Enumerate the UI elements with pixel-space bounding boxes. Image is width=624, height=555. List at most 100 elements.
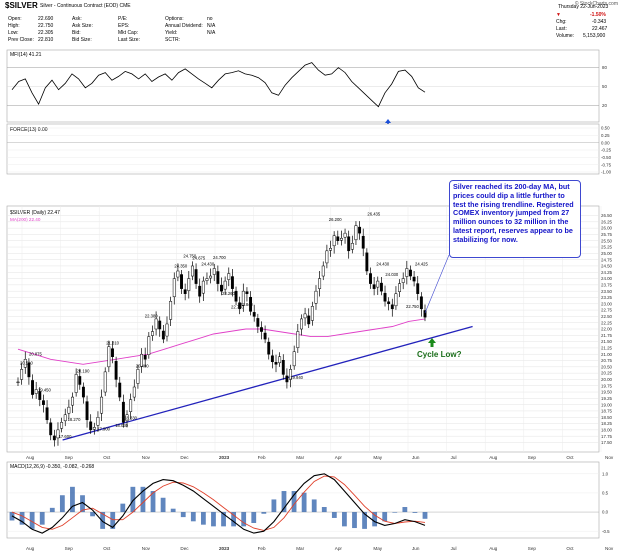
price-tick-label: 20.00 bbox=[601, 377, 613, 382]
price-tick-label: 19.75 bbox=[601, 383, 613, 388]
price-level-label: 24.430 bbox=[201, 262, 214, 267]
price-tick-label: 25.75 bbox=[601, 232, 613, 237]
price-bar-body bbox=[212, 268, 216, 275]
price-bar-body bbox=[252, 312, 256, 317]
chg-value: -0.343 bbox=[592, 19, 607, 25]
price-bar-body bbox=[100, 396, 104, 414]
price-bar-body bbox=[85, 401, 89, 421]
price-bar-body bbox=[321, 265, 325, 277]
price-level-label: 24.030 bbox=[385, 272, 398, 277]
price-tick-label: 26.50 bbox=[601, 213, 613, 218]
price-bar-body bbox=[78, 376, 82, 385]
stat-dividend-value: N/A bbox=[207, 23, 216, 29]
macd-histogram-bar bbox=[362, 512, 367, 529]
mfi-line bbox=[11, 62, 426, 108]
macd-line bbox=[11, 473, 426, 534]
price-bar-body bbox=[143, 354, 147, 360]
macd-tick-label: -0.5 bbox=[602, 529, 610, 534]
price-level-label: 26.200 bbox=[329, 217, 342, 222]
stat-ask-size-label: Ask Size: bbox=[72, 23, 93, 29]
mfi-tick-label: 80 bbox=[602, 65, 607, 70]
force-grid: 0.50 0.25 0.00 -0.25 -0.50 -0.75 -1.00 bbox=[7, 126, 612, 175]
price-bar-body bbox=[405, 268, 409, 277]
x-axis-label: Mar bbox=[296, 455, 304, 460]
macd-signal-line bbox=[11, 475, 426, 531]
macd-histogram-bar bbox=[140, 486, 146, 513]
price-bar-body bbox=[121, 401, 125, 423]
x-axis-label: May bbox=[373, 455, 382, 460]
x-axis-label: May bbox=[373, 546, 382, 551]
green-arrow-icon bbox=[428, 338, 436, 347]
price-bar-body bbox=[169, 301, 173, 320]
price-tick-label: 22.50 bbox=[601, 314, 613, 319]
ticker-symbol: $SILVER bbox=[5, 1, 38, 10]
macd-histogram-bar bbox=[170, 508, 176, 513]
x-axis-label: Oct bbox=[566, 455, 574, 460]
price-bar-body bbox=[365, 252, 369, 272]
price-bar-body bbox=[56, 429, 60, 439]
price-bar-body bbox=[16, 381, 20, 384]
stat-high-value: 22.750 bbox=[38, 23, 54, 29]
macd-histogram-bar bbox=[291, 491, 297, 513]
price-bar-body bbox=[230, 276, 234, 289]
price-bar-body bbox=[423, 310, 427, 318]
x-axis-label: Apr bbox=[335, 546, 343, 551]
macd-histogram-bar bbox=[352, 512, 357, 529]
macd-histogram-bar bbox=[59, 495, 65, 513]
price-tick-label: 17.75 bbox=[601, 434, 613, 439]
price-bar-body bbox=[376, 280, 380, 288]
price-tick-label: 23.50 bbox=[601, 289, 613, 294]
price-bar-body bbox=[379, 282, 383, 292]
stat-dividend-label: Annual Dividend: bbox=[165, 23, 203, 29]
macd-histogram-bar bbox=[261, 512, 267, 514]
price-tick-label: 26.00 bbox=[601, 226, 613, 231]
price-bar-body bbox=[318, 278, 322, 289]
price-bar-body bbox=[234, 290, 238, 302]
price-tick-label: 20.75 bbox=[601, 358, 613, 363]
force-tick-label: 0.00 bbox=[601, 140, 610, 145]
price-tick-label: 23.25 bbox=[601, 295, 613, 300]
macd-histogram-bar bbox=[29, 512, 35, 529]
price-bar-body bbox=[190, 265, 194, 277]
price-tick-label: 25.50 bbox=[601, 238, 613, 243]
price-bar-body bbox=[350, 243, 354, 250]
x-axis-label: Nov bbox=[142, 455, 151, 460]
x-axis-label: Nov bbox=[605, 455, 614, 460]
macd-histogram-bar bbox=[422, 512, 428, 519]
price-tick-label: 24.50 bbox=[601, 264, 613, 269]
price-tick-label: 21.75 bbox=[601, 333, 613, 338]
price-bar-body bbox=[151, 331, 154, 336]
price-bar-body bbox=[89, 421, 93, 431]
price-level-label: 24.750 bbox=[183, 254, 196, 259]
macd-histogram-bar bbox=[49, 507, 55, 513]
price-bar-body bbox=[299, 318, 303, 330]
chg-label: Chg: bbox=[556, 19, 567, 25]
price-bar-body bbox=[49, 422, 53, 436]
price-bar-body bbox=[249, 296, 253, 312]
chart-header: $SILVER Silver - Continuous Contract (EO… bbox=[0, 0, 624, 50]
price-bar-body bbox=[41, 400, 45, 405]
price-bar-body bbox=[394, 293, 398, 307]
price-tick-label: 25.25 bbox=[601, 245, 613, 250]
x-axis-label: Dec bbox=[180, 546, 189, 551]
price-level-label: 19.940 bbox=[290, 375, 303, 380]
price-level-label: 22.840 bbox=[240, 302, 253, 307]
price-bar-body bbox=[45, 407, 49, 421]
force-frame bbox=[6, 123, 600, 175]
price-bar-body bbox=[52, 435, 56, 441]
macd-histogram-bar bbox=[19, 512, 25, 525]
stat-pe-label: P/E: bbox=[118, 16, 128, 22]
stat-bid-label: Bid: bbox=[72, 30, 81, 36]
price-tick-label: 21.50 bbox=[601, 339, 613, 344]
price-level-label: 24.350 bbox=[174, 264, 187, 269]
price-bar-body bbox=[223, 280, 227, 290]
x-axis-label: Apr bbox=[335, 455, 343, 460]
force-label: FORCE(13) 0.00 bbox=[10, 127, 48, 133]
price-level-label: 20.400 bbox=[136, 363, 149, 368]
price-level-label: 24.700 bbox=[213, 255, 226, 260]
force-tick-label: 0.25 bbox=[601, 133, 610, 138]
stat-low-label: Low: bbox=[8, 30, 19, 36]
macd-histogram-bar bbox=[402, 507, 408, 513]
force-tick-label: -1.00 bbox=[601, 170, 612, 175]
price-bar-body bbox=[180, 274, 183, 289]
